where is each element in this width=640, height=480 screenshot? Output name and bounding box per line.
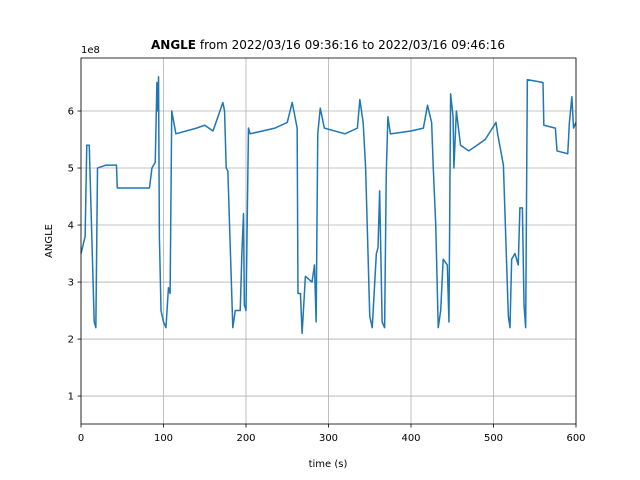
x-tick-label: 500 [484, 433, 503, 444]
plot-frame [80, 57, 577, 425]
y-tick-label: 6 [68, 107, 74, 118]
y-tick-label: 1 [68, 392, 74, 403]
title-rest: from 2022/03/16 09:36:16 to 2022/03/16 0… [200, 38, 505, 52]
x-tick-label: 100 [154, 433, 173, 444]
y-offset-label: 1e8 [81, 45, 100, 56]
x-axis-label: time (s) [309, 459, 348, 470]
x-tick-label: 600 [566, 433, 585, 444]
y-tick-label: 3 [68, 278, 74, 289]
x-tick-label: 300 [319, 433, 338, 444]
y-tick-label: 4 [68, 221, 74, 232]
y-tick-label: 5 [68, 164, 74, 175]
x-tick-label: 0 [78, 433, 84, 444]
y-axis-label: ANGLE [44, 224, 55, 258]
x-tick-label: 200 [236, 433, 255, 444]
y-tick-label: 2 [68, 335, 74, 346]
chart-title: ANGLE from 2022/03/16 09:36:16 to 2022/0… [151, 38, 505, 52]
title-bold: ANGLE [151, 38, 196, 52]
data-line [80, 76, 577, 335]
x-tick-label: 400 [401, 433, 420, 444]
